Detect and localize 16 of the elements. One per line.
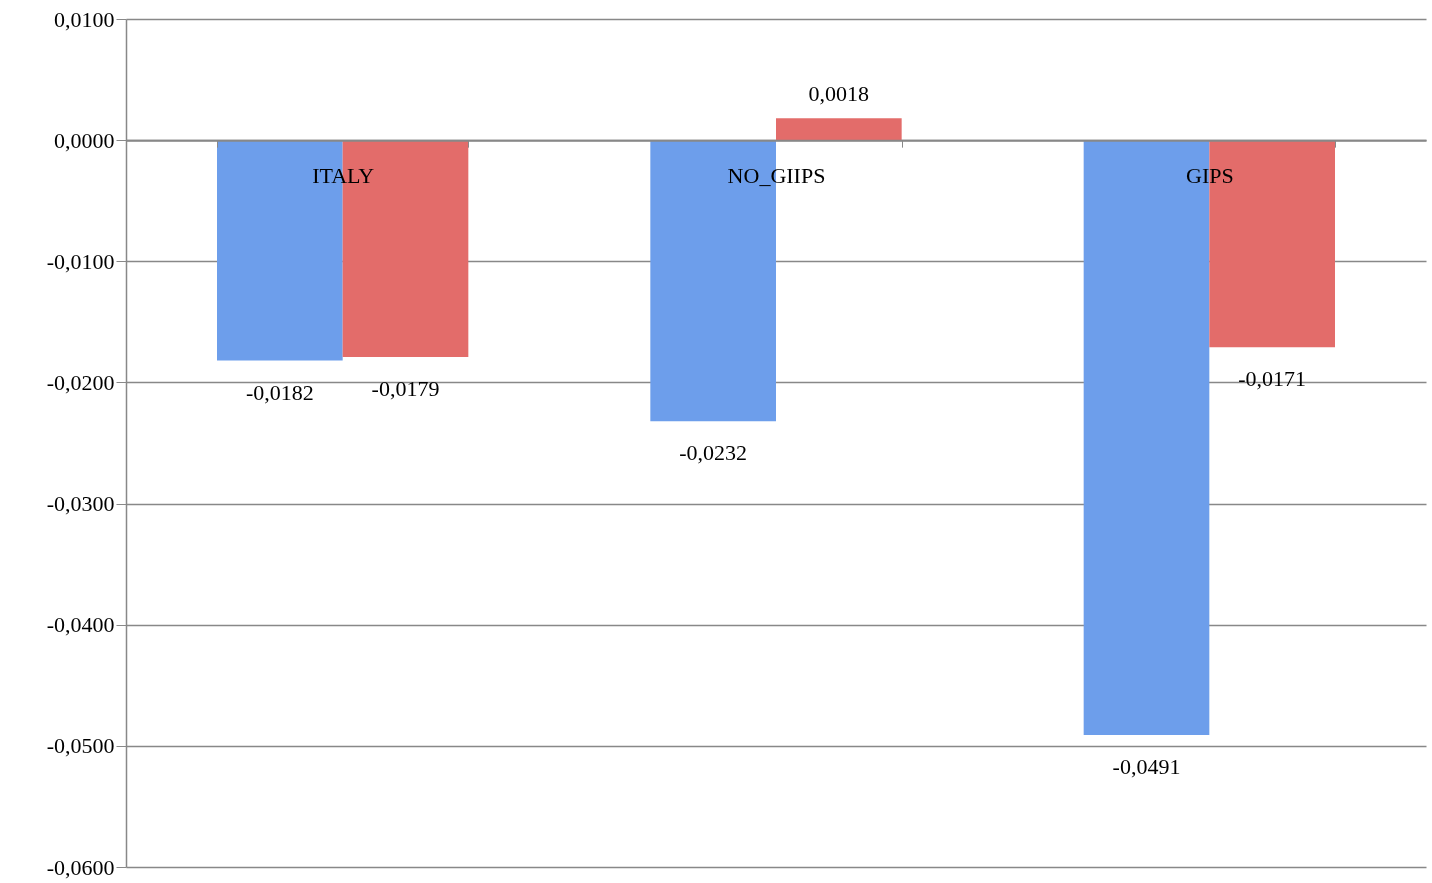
y-tick-label: 0,0000 (54, 127, 115, 153)
y-tick-label: -0,0400 (46, 612, 115, 638)
data-label: -0,0182 (245, 379, 314, 405)
data-label: 0,0018 (808, 81, 870, 107)
data-label: -0,0179 (371, 375, 440, 401)
y-tick-label: -0,0500 (46, 733, 115, 759)
data-label: -0,0232 (679, 440, 748, 466)
data-label: -0,0491 (1112, 753, 1181, 779)
y-tick-label: -0,0600 (46, 854, 115, 880)
y-tick-label: 0,0100 (54, 6, 115, 32)
y-tick-label: -0,0300 (46, 491, 115, 517)
x-tick-label: GIPS (1185, 162, 1234, 188)
data-label: -0,0171 (1238, 366, 1307, 392)
y-tick-label: -0,0200 (46, 369, 115, 395)
y-tick-label: -0,0100 (46, 248, 115, 274)
x-tick-label: NO_GIIPS (727, 162, 826, 188)
